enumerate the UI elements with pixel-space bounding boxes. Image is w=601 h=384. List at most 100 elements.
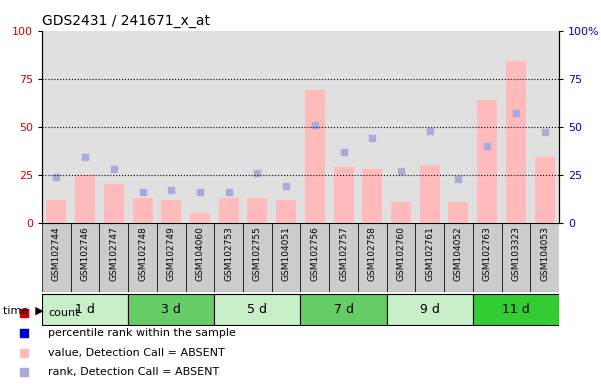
Point	[454, 175, 463, 182]
Text: rank, Detection Call = ABSENT: rank, Detection Call = ABSENT	[48, 367, 219, 377]
Point	[425, 127, 435, 134]
Bar	[300, 223, 329, 292]
Text: GSM103323: GSM103323	[511, 226, 520, 281]
Bar	[300, 293, 386, 325]
Bar	[334, 167, 353, 223]
Point	[310, 122, 320, 128]
Bar	[71, 223, 100, 292]
Bar	[305, 90, 325, 223]
Bar	[248, 198, 267, 223]
Text: GSM102758: GSM102758	[368, 226, 377, 281]
Bar	[71, 31, 100, 223]
Text: GSM102744: GSM102744	[52, 226, 61, 281]
Bar	[358, 223, 386, 292]
Text: GSM102757: GSM102757	[339, 226, 348, 281]
Text: GSM102753: GSM102753	[224, 226, 233, 281]
Bar	[272, 31, 300, 223]
Bar	[362, 169, 382, 223]
Bar	[391, 202, 411, 223]
Point	[252, 170, 262, 176]
Text: GSM104052: GSM104052	[454, 226, 463, 281]
Text: GSM104053: GSM104053	[540, 226, 549, 281]
Text: GSM104051: GSM104051	[282, 226, 291, 281]
Bar	[128, 223, 157, 292]
Point	[483, 143, 492, 149]
Point	[540, 129, 549, 136]
Point	[367, 135, 377, 141]
Bar	[157, 223, 186, 292]
Bar	[530, 223, 559, 292]
Text: GSM102755: GSM102755	[253, 226, 262, 281]
Bar	[100, 31, 128, 223]
Bar	[243, 31, 272, 223]
Point	[52, 174, 61, 180]
Text: 7 d: 7 d	[334, 303, 353, 316]
Bar	[100, 223, 128, 292]
Bar	[186, 31, 215, 223]
Bar	[473, 223, 501, 292]
Bar	[215, 223, 243, 292]
Text: 9 d: 9 d	[419, 303, 440, 316]
Text: 1 d: 1 d	[75, 303, 95, 316]
Text: value, Detection Call = ABSENT: value, Detection Call = ABSENT	[48, 348, 225, 358]
Bar	[415, 31, 444, 223]
Bar	[501, 31, 530, 223]
Bar	[300, 31, 329, 223]
Bar	[104, 184, 124, 223]
Text: GSM102746: GSM102746	[81, 226, 90, 281]
Bar	[534, 157, 555, 223]
Bar	[477, 100, 497, 223]
Bar	[473, 31, 501, 223]
Bar	[506, 61, 526, 223]
Bar	[386, 293, 473, 325]
Point	[109, 166, 118, 172]
Bar	[42, 223, 71, 292]
Bar	[444, 223, 473, 292]
Bar	[473, 293, 559, 325]
Bar	[329, 223, 358, 292]
Point	[81, 154, 90, 161]
Point	[511, 110, 520, 116]
Text: GSM102747: GSM102747	[109, 226, 118, 281]
Bar	[219, 198, 239, 223]
Point	[224, 189, 234, 195]
Bar	[419, 165, 440, 223]
Bar	[448, 202, 468, 223]
Bar	[75, 175, 95, 223]
Text: GSM102748: GSM102748	[138, 226, 147, 281]
Bar	[386, 223, 415, 292]
Bar	[386, 31, 415, 223]
Bar	[243, 223, 272, 292]
Text: 3 d: 3 d	[161, 303, 182, 316]
Bar	[415, 223, 444, 292]
Bar	[530, 31, 559, 223]
Bar	[128, 293, 215, 325]
Text: GDS2431 / 241671_x_at: GDS2431 / 241671_x_at	[42, 14, 210, 28]
Bar	[501, 223, 530, 292]
Point	[281, 183, 291, 189]
Point	[195, 189, 205, 195]
Text: GSM102756: GSM102756	[310, 226, 319, 281]
Bar	[42, 293, 128, 325]
Bar	[329, 31, 358, 223]
Text: count: count	[48, 308, 79, 318]
Bar	[444, 31, 473, 223]
Text: GSM102749: GSM102749	[167, 226, 175, 281]
Point	[166, 187, 176, 193]
Bar	[215, 31, 243, 223]
Bar	[46, 200, 67, 223]
Bar	[215, 293, 300, 325]
Bar	[161, 200, 182, 223]
Bar	[272, 223, 300, 292]
Text: percentile rank within the sample: percentile rank within the sample	[48, 328, 236, 338]
Point	[396, 168, 406, 174]
Point	[339, 149, 349, 155]
Bar	[358, 31, 386, 223]
Bar	[157, 31, 186, 223]
Text: GSM102760: GSM102760	[397, 226, 406, 281]
Point	[138, 189, 147, 195]
Text: 5 d: 5 d	[248, 303, 267, 316]
Text: GSM104060: GSM104060	[195, 226, 204, 281]
Bar	[186, 223, 215, 292]
Bar	[132, 198, 153, 223]
